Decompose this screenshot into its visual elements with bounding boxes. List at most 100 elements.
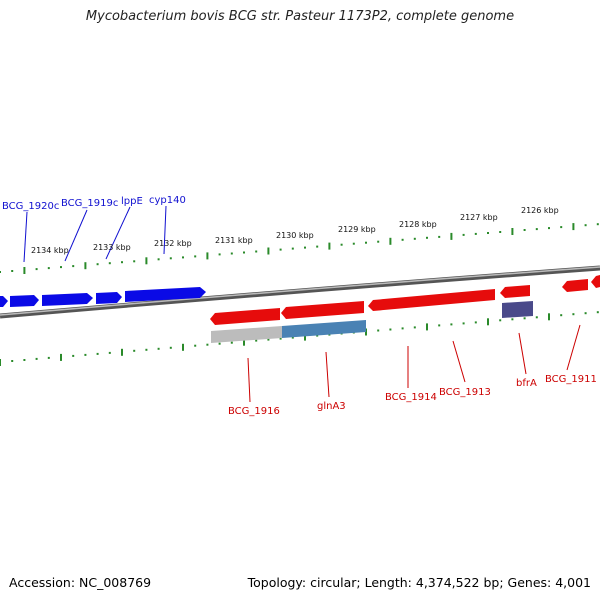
map-title: Mycobacterium bovis BCG str. Pasteur 117… <box>85 9 515 24</box>
minor-tick <box>584 312 587 315</box>
rna-gene-bfrA[interactable] <box>502 301 533 318</box>
minor-tick <box>389 328 392 331</box>
minor-tick <box>72 265 75 268</box>
gene-label-BCG_1919c[interactable]: BCG_1919c <box>61 198 118 209</box>
minor-tick <box>560 314 563 317</box>
minor-tick <box>377 329 380 332</box>
tick-label: 2127 kbp <box>460 213 498 222</box>
minor-tick <box>279 248 282 251</box>
minor-tick <box>279 337 282 340</box>
minor-tick <box>413 326 416 329</box>
minor-tick <box>291 247 294 250</box>
minor-tick <box>96 352 99 355</box>
gene-label-BCG_1916[interactable]: BCG_1916 <box>228 406 280 417</box>
minor-tick <box>267 338 270 341</box>
gene-label-BCG_1920c[interactable]: BCG_1920c <box>2 201 59 212</box>
gene-arrow-forward[interactable] <box>10 295 39 307</box>
minor-tick <box>218 342 221 345</box>
minor-tick <box>572 313 575 316</box>
minor-tick <box>194 255 197 258</box>
minor-tick <box>169 346 172 349</box>
minor-tick <box>96 263 99 266</box>
gene-arrow-forward[interactable] <box>0 296 8 307</box>
gene-arrow-forward[interactable] <box>42 293 93 306</box>
gene-arrow-forward[interactable] <box>125 287 206 302</box>
gene-arrow-reverse[interactable] <box>500 285 530 298</box>
gene-label-leader <box>452 340 466 383</box>
gene-label-leader <box>325 351 330 398</box>
genome-summary: Topology: circular; Length: 4,374,522 bp… <box>247 575 591 590</box>
gene-arrow-reverse[interactable] <box>562 279 588 292</box>
gene-label-leader <box>64 209 88 262</box>
minor-tick <box>560 226 563 229</box>
accession-label: Accession: NC_008769 <box>9 575 152 590</box>
gene-label-BCG_1911[interactable]: BCG_1911 <box>545 374 597 385</box>
tick-labels: 2126 kbp 2127 kbp 2128 kbp 2129 kbp 2130… <box>31 206 559 255</box>
major-tick <box>304 333 306 341</box>
minor-tick <box>316 334 319 337</box>
minor-tick <box>535 316 538 319</box>
major-tick <box>243 338 245 346</box>
tick-label: 2130 kbp <box>276 231 314 240</box>
minor-tick <box>401 327 404 330</box>
tick-label: 2134 kbp <box>31 246 69 255</box>
genome-backbone-highlight <box>0 266 600 316</box>
minor-tick <box>157 347 160 350</box>
minor-tick <box>584 224 587 227</box>
gene-arrow-reverse[interactable] <box>281 301 364 319</box>
gene-label-leader <box>23 211 28 263</box>
minor-tick <box>413 237 416 240</box>
forward-genes <box>0 287 206 307</box>
gene-arrow-forward[interactable] <box>96 292 122 304</box>
tick-label: 2128 kbp <box>399 220 437 229</box>
minor-tick <box>255 339 258 342</box>
tick-label: 2132 kbp <box>154 239 192 248</box>
minor-tick <box>0 271 1 273</box>
major-tick <box>267 247 270 255</box>
minor-tick <box>316 245 319 248</box>
gene-label-bfrA[interactable]: bfrA <box>516 378 537 389</box>
gene-label-BCG_1913[interactable]: BCG_1913 <box>439 387 491 398</box>
minor-tick <box>474 232 477 235</box>
minor-tick <box>438 324 441 327</box>
gene-arrow-reverse[interactable] <box>591 275 600 288</box>
major-tick <box>450 232 453 240</box>
major-tick <box>572 223 575 231</box>
minor-tick <box>340 243 343 246</box>
gene-arrow-reverse[interactable] <box>368 289 495 311</box>
major-tick <box>0 359 1 366</box>
minor-tick <box>255 250 258 253</box>
minor-tick <box>523 317 526 320</box>
minor-tick <box>535 228 538 231</box>
minor-tick <box>304 246 306 249</box>
minor-tick <box>243 251 245 254</box>
minor-tick <box>47 267 50 270</box>
gene-label-cyp140[interactable]: cyp140 <box>149 195 186 206</box>
minor-tick <box>169 257 172 260</box>
minor-tick <box>157 258 160 261</box>
minor-tick <box>121 261 123 264</box>
minor-tick <box>596 223 599 226</box>
gene-arrow-reverse[interactable] <box>210 308 280 325</box>
gene-label-leader <box>247 357 251 403</box>
minor-tick <box>108 351 111 354</box>
minor-tick <box>11 270 14 272</box>
gene-label-BCG_1914[interactable]: BCG_1914 <box>385 392 437 403</box>
minor-tick <box>133 260 136 263</box>
major-tick <box>145 257 148 265</box>
major-tick <box>206 252 209 260</box>
minor-tick <box>133 349 136 352</box>
tick-label: 2133 kbp <box>93 243 131 252</box>
minor-tick <box>11 360 14 362</box>
minor-tick <box>47 356 50 359</box>
forward-gene-labels: BCG_1920c BCG_1919c lppE cyp140 <box>2 195 186 263</box>
minor-tick <box>182 256 184 259</box>
major-tick <box>182 343 184 351</box>
minor-tick <box>462 233 465 236</box>
minor-tick <box>84 353 87 356</box>
gene-label-glnA3[interactable]: glnA3 <box>317 401 346 412</box>
minor-tick <box>60 266 62 269</box>
gene-label-lppE[interactable]: lppE <box>121 196 143 207</box>
minor-tick <box>35 268 38 271</box>
